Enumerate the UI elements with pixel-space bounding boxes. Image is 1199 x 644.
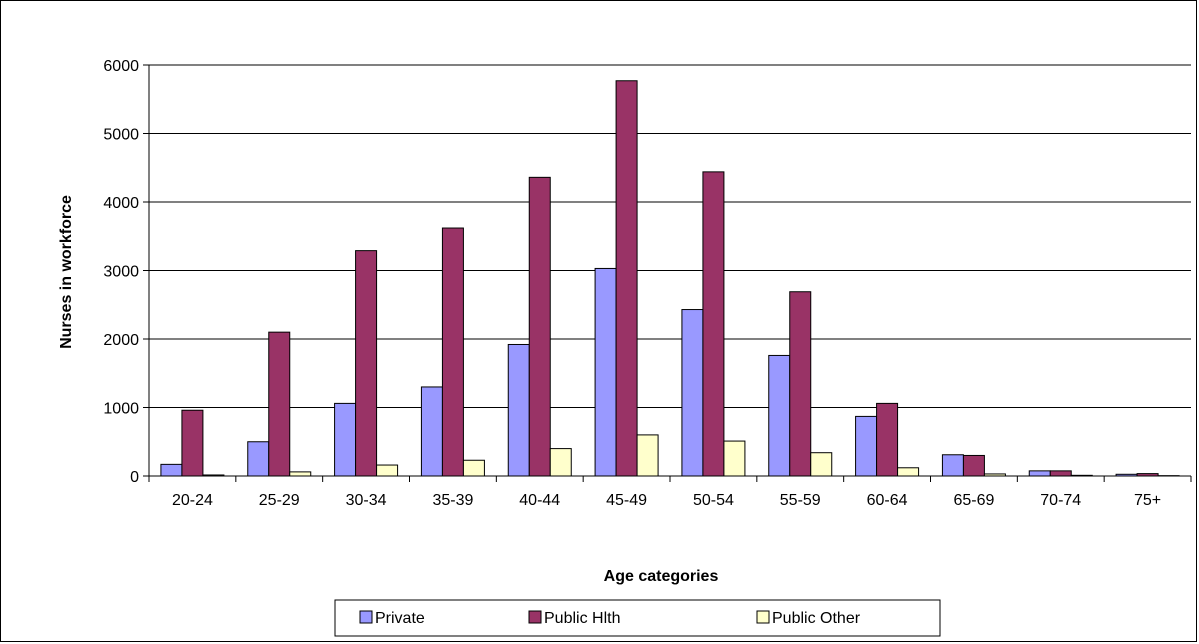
y-axis-title: Nurses in workforce: [58, 195, 75, 349]
bars: [160, 80, 1180, 477]
y-tick-label: 6000: [103, 58, 139, 75]
bar-private-40-44: [507, 343, 530, 477]
bar-public-hlth-45-49: [615, 80, 638, 477]
bar-public-other-45-49: [636, 434, 659, 477]
bar-public-other-35-39: [462, 459, 485, 477]
legend-label: Public Hlth: [544, 610, 620, 627]
x-tick-label: 55-59: [780, 492, 821, 509]
x-tick-label: 65-69: [953, 492, 994, 509]
x-tick-label: 60-64: [867, 492, 908, 509]
bar-private-45-49: [594, 267, 617, 477]
x-tick-label: 30-34: [346, 492, 387, 509]
bar-public-other-25-29: [289, 471, 312, 477]
bar-private-25-29: [247, 441, 270, 477]
y-tick-label: 0: [130, 469, 139, 486]
bar-public-hlth-20-24: [181, 409, 204, 477]
bar-public-hlth-40-44: [528, 176, 551, 477]
bar-public-other-40-44: [549, 448, 572, 477]
x-tick-label: 40-44: [519, 492, 560, 509]
bar-public-hlth-30-34: [355, 250, 378, 477]
bar-private-70-74: [1028, 470, 1051, 477]
bar-public-hlth-55-59: [789, 291, 812, 477]
x-tick-label: 50-54: [693, 492, 734, 509]
legend-label: Public Other: [772, 610, 861, 627]
bar-private-30-34: [334, 402, 357, 477]
bar-public-other-60-64: [897, 467, 920, 477]
bar-public-hlth-50-54: [702, 171, 725, 477]
legend-swatch: [528, 610, 542, 624]
bar-private-60-64: [855, 415, 878, 477]
bar-public-other-50-54: [723, 440, 746, 477]
x-tick-label: 45-49: [606, 492, 647, 509]
legend-swatch: [756, 610, 770, 624]
bar-public-other-30-34: [376, 464, 399, 477]
gridlines: [149, 64, 1191, 408]
bar-public-other-55-59: [810, 452, 833, 477]
x-tick-label: 70-74: [1040, 492, 1081, 509]
bar-private-55-59: [768, 354, 791, 477]
bar-public-hlth-25-29: [268, 331, 291, 477]
legend-label: Private: [375, 610, 425, 627]
x-axis-title: Age categories: [604, 568, 719, 585]
legend-box: [334, 599, 941, 637]
x-tick-label: 25-29: [259, 492, 300, 509]
bar-public-hlth-60-64: [876, 402, 899, 477]
y-tick-labels: 0 1000 2000 3000 4000 5000 6000: [103, 58, 139, 486]
y-tick-label: 1000: [103, 401, 139, 418]
x-tick-labels: 20-24 25-29 30-34 35-39 40-44 45-49 50-54 55-59…: [172, 492, 1161, 509]
axes: [143, 64, 1192, 482]
x-tick-label: 35-39: [432, 492, 473, 509]
x-tick-label: 20-24: [172, 492, 213, 509]
bar-private-35-39: [420, 386, 443, 477]
bar-public-hlth-70-74: [1049, 470, 1072, 477]
y-tick-label: 5000: [103, 127, 139, 144]
bar-private-65-69: [941, 454, 964, 477]
x-tick-label: 75+: [1134, 492, 1161, 509]
legend-swatch: [359, 610, 373, 624]
y-tick-label: 3000: [103, 264, 139, 281]
bar-public-hlth-35-39: [441, 227, 464, 477]
y-tick-label: 2000: [103, 332, 139, 349]
bar-public-hlth-65-69: [962, 454, 985, 477]
bar-private-20-24: [160, 463, 183, 477]
legend: Private Public Hlth Public Other: [334, 599, 941, 637]
bar-private-50-54: [681, 309, 704, 477]
y-tick-label: 4000: [103, 195, 139, 212]
